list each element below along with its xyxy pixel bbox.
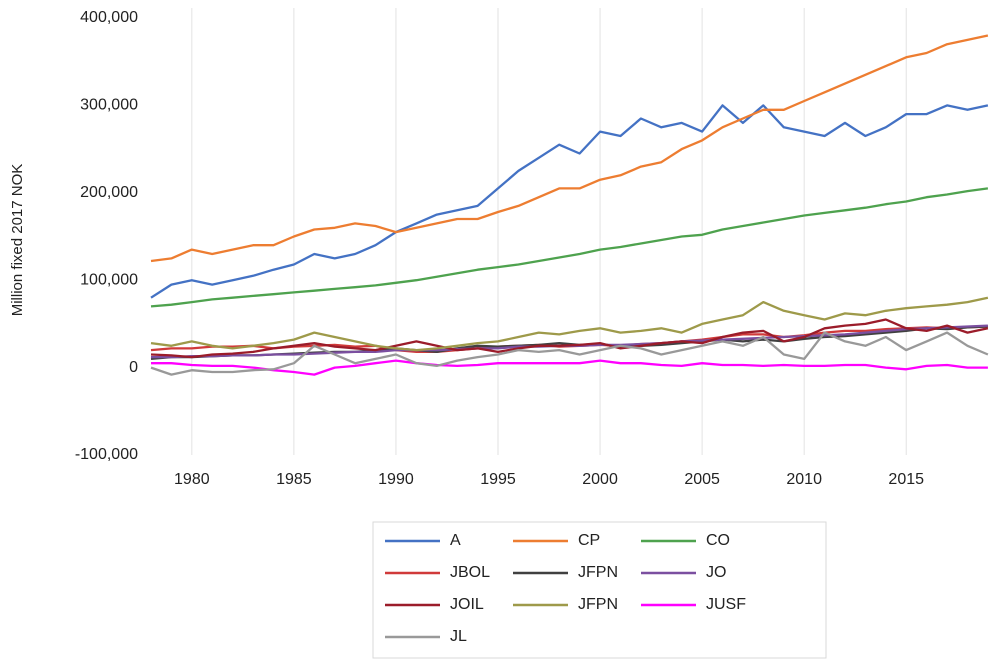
legend-label: JUSF bbox=[706, 596, 746, 613]
x-tick-label: 1990 bbox=[378, 471, 414, 488]
legend-label: JO bbox=[706, 564, 726, 581]
y-tick-label: 100,000 bbox=[80, 271, 138, 288]
series-line bbox=[150, 187, 989, 308]
x-tick-label: 1985 bbox=[276, 471, 312, 488]
series-line bbox=[150, 34, 989, 263]
y-tick-label: 300,000 bbox=[80, 97, 138, 114]
y-tick-label: 0 bbox=[129, 359, 138, 376]
series-line bbox=[150, 296, 989, 352]
x-tick-label: 2005 bbox=[684, 471, 720, 488]
legend-label: JBOL bbox=[450, 564, 490, 581]
x-tick-label: 2010 bbox=[786, 471, 822, 488]
legend-label: JOIL bbox=[450, 596, 484, 613]
series-line bbox=[150, 318, 989, 359]
y-tick-label: 200,000 bbox=[80, 184, 138, 201]
x-tick-label: 1980 bbox=[174, 471, 210, 488]
x-tick-label: 1995 bbox=[480, 471, 516, 488]
series-line bbox=[150, 331, 989, 376]
series-line bbox=[151, 359, 988, 376]
legend-label: A bbox=[450, 532, 461, 549]
y-tick-label: -100,000 bbox=[75, 446, 138, 463]
legend-label: CP bbox=[578, 532, 600, 549]
legend-label: JL bbox=[450, 628, 467, 645]
x-tick-label: 2000 bbox=[582, 471, 618, 488]
legend-label: CO bbox=[706, 532, 730, 549]
series-line bbox=[150, 104, 989, 299]
legend-label: JFPN bbox=[578, 596, 618, 613]
legend-box bbox=[372, 521, 827, 659]
plot-lines bbox=[150, 34, 989, 376]
y-axis-label: Million fixed 2017 NOK bbox=[9, 164, 26, 317]
x-tick-label: 2015 bbox=[888, 471, 924, 488]
y-tick-label: 400,000 bbox=[80, 9, 138, 26]
legend-label: JFPN bbox=[578, 564, 618, 581]
